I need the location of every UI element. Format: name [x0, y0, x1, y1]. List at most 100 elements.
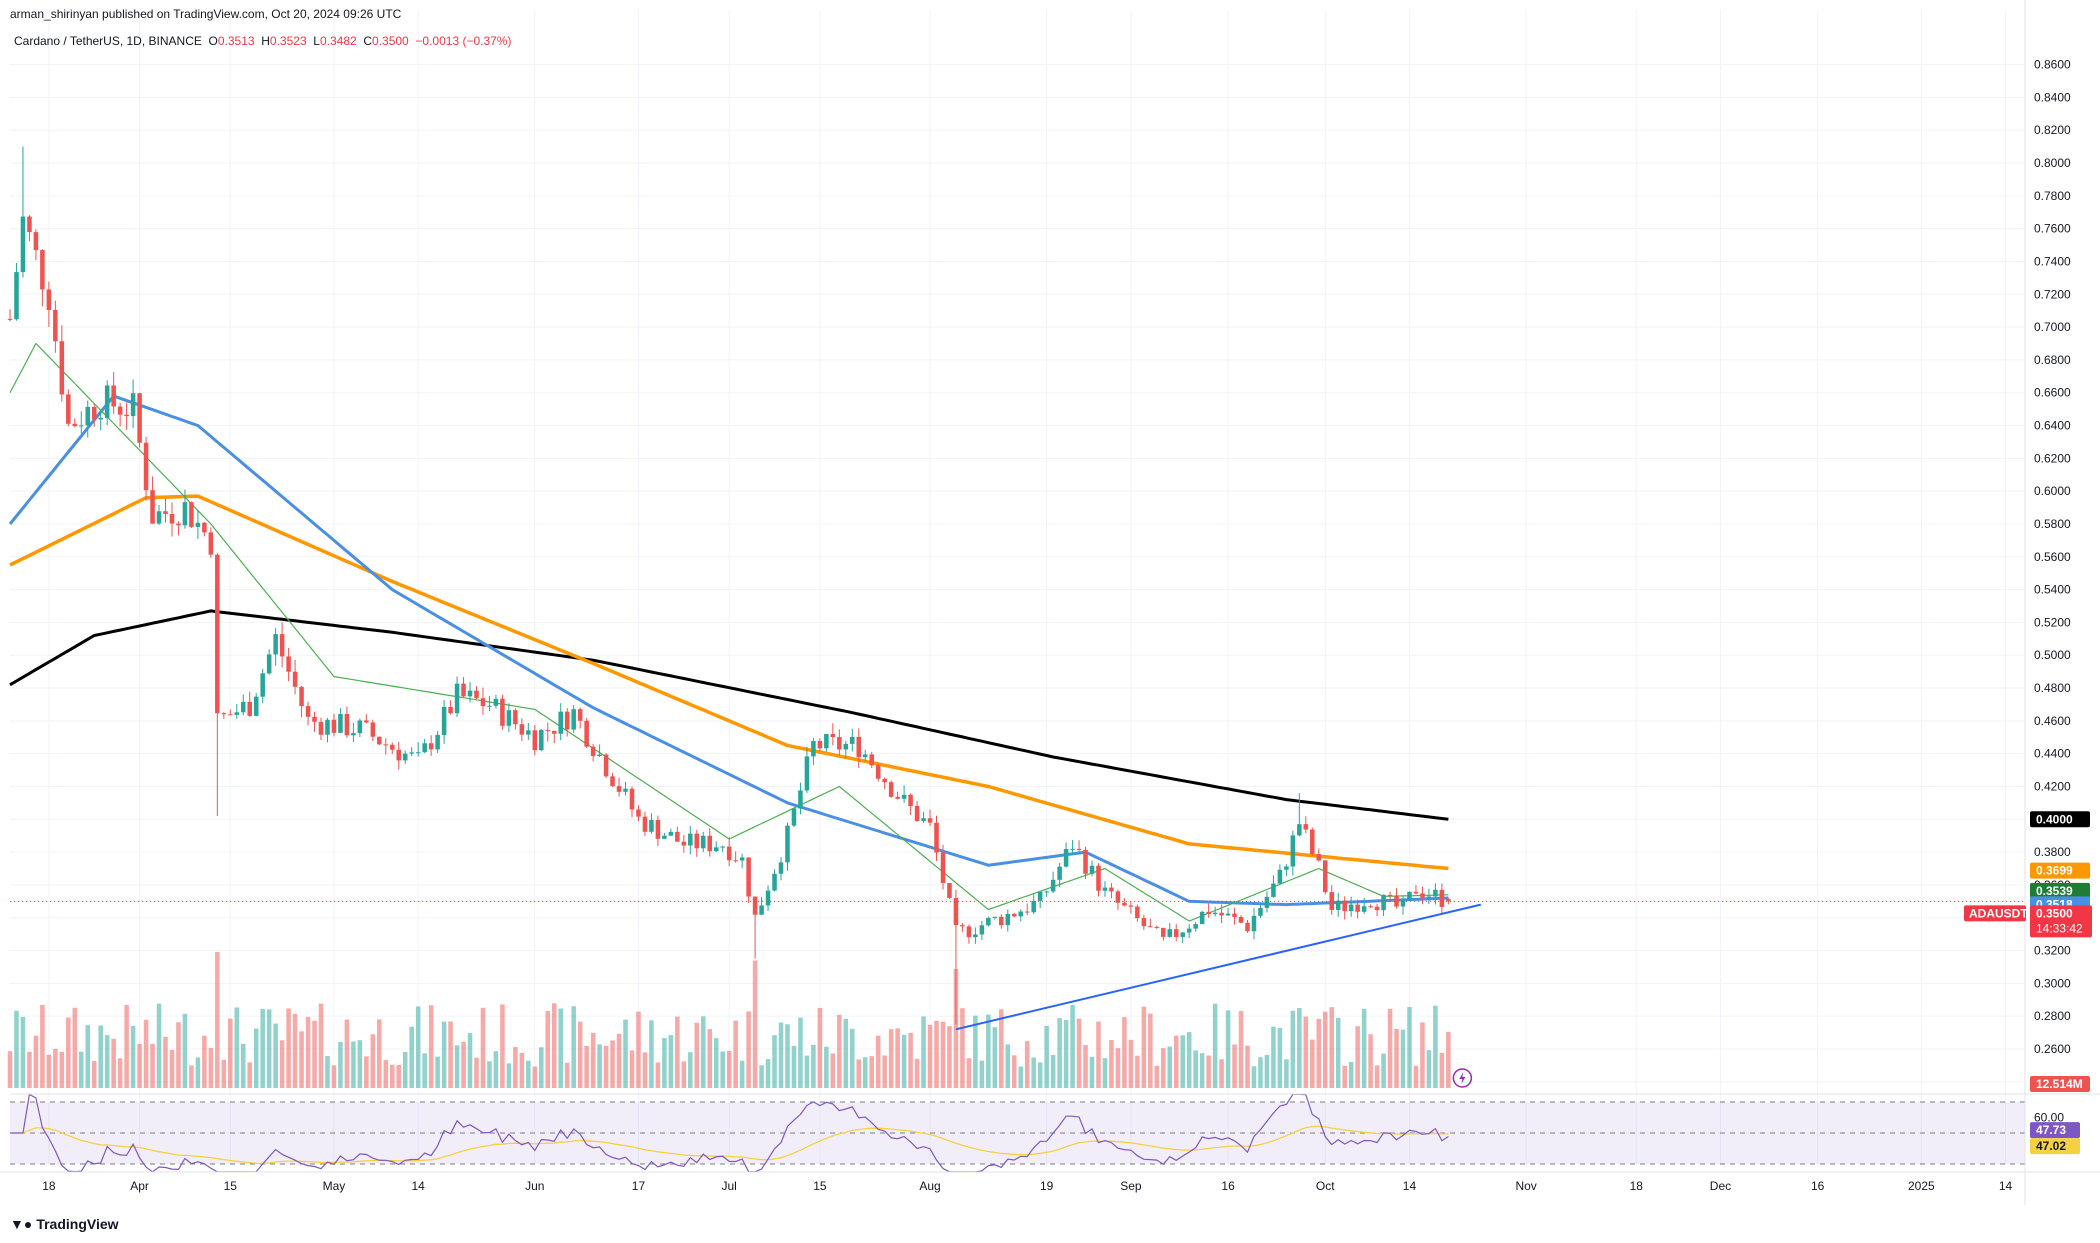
candle-body	[1355, 904, 1360, 912]
volume-bar	[532, 1066, 538, 1088]
volume-bar	[623, 1019, 628, 1088]
volume-bar	[176, 1022, 181, 1088]
candle-body	[551, 730, 557, 734]
candle-body	[234, 712, 240, 715]
candle-body	[798, 790, 803, 809]
price-tick-label: 0.8200	[2034, 123, 2071, 137]
candle-body	[837, 737, 842, 750]
volume-bar	[1348, 1062, 1354, 1088]
volume-bar	[59, 1051, 65, 1088]
volume-bar	[837, 1014, 842, 1088]
volume-bar	[338, 1041, 343, 1088]
tradingview-logo-icon: ▼●	[10, 1216, 33, 1232]
candle-body	[1284, 866, 1289, 870]
volume-bar	[1381, 1053, 1386, 1088]
volume-bar	[474, 1057, 479, 1088]
symbol-name: Cardano / TetherUS, 1D, BINANCE	[14, 34, 202, 48]
candle-body	[746, 857, 751, 897]
time-tick-label: Jul	[722, 1179, 737, 1193]
volume-bar	[454, 1045, 460, 1088]
candle-body	[1089, 865, 1095, 874]
volume-bar	[636, 1011, 641, 1088]
rsi-ma-line	[10, 1125, 1449, 1165]
volume-bar	[1277, 1027, 1283, 1088]
candle-body	[817, 741, 823, 749]
volume-bar	[999, 1009, 1004, 1088]
volume-bar	[817, 1007, 823, 1088]
volume-bar	[1264, 1054, 1270, 1088]
volume-bar	[571, 1006, 576, 1088]
candle-body	[1439, 889, 1445, 907]
candle-body	[389, 744, 395, 750]
candle-body	[668, 831, 674, 836]
candle-body	[1225, 913, 1231, 916]
volume-bar	[875, 1035, 881, 1088]
volume-bar	[662, 1038, 667, 1088]
candle-body	[383, 744, 389, 746]
overlay	[10, 900, 2025, 1088]
volume-bar	[7, 1051, 13, 1088]
candle-body	[1161, 927, 1166, 937]
candle-body	[299, 686, 304, 707]
publisher-line: arman_shirinyan published on TradingView…	[10, 7, 401, 21]
candle-body	[351, 733, 356, 736]
candle-body	[960, 925, 965, 927]
candle-body	[454, 683, 460, 714]
price-tick-label: 0.5800	[2034, 517, 2071, 531]
candle-body	[966, 926, 972, 938]
volume-bar	[1089, 1056, 1095, 1088]
volume-bar	[668, 1035, 674, 1088]
volume-bar	[182, 1013, 188, 1088]
volume-bar	[40, 1004, 45, 1088]
volume-bar	[221, 1059, 227, 1088]
candle-body	[357, 720, 363, 734]
candle-body	[869, 754, 874, 766]
candles	[7, 146, 1451, 1025]
volume-bar	[1439, 1052, 1445, 1088]
candle-body	[79, 425, 84, 427]
candle-body	[1303, 824, 1309, 830]
candle-body	[843, 743, 849, 750]
candle-body	[1070, 848, 1075, 850]
high-value: 0.3523	[269, 34, 307, 48]
candle-body	[415, 752, 421, 754]
volume-bar	[409, 1026, 414, 1088]
volume-bar	[1342, 1065, 1347, 1088]
volume-bar	[202, 1035, 207, 1088]
volume-bar	[914, 1058, 920, 1088]
candle-body	[688, 833, 693, 846]
candle-body	[752, 896, 758, 915]
volume-bar	[389, 1064, 395, 1088]
volume-bar	[1063, 1020, 1069, 1088]
volume-bar	[351, 1041, 356, 1088]
volume-bar	[1446, 1031, 1451, 1088]
candle-body	[1057, 866, 1062, 880]
volume-bar	[422, 1053, 427, 1088]
candle-body	[98, 417, 103, 420]
candle-body	[526, 730, 531, 735]
volume-bar	[111, 1038, 116, 1088]
candle-body	[247, 701, 252, 716]
volume-bar	[558, 1008, 563, 1088]
volume-bar	[1148, 1013, 1153, 1088]
candle-body	[1063, 848, 1069, 867]
candle-body	[474, 690, 479, 699]
volume-bar	[156, 1003, 162, 1088]
candle-body	[539, 730, 544, 751]
price-tick-label: 0.2800	[2034, 1009, 2071, 1023]
candle-body	[143, 442, 149, 491]
volume-bar	[14, 1010, 19, 1088]
volume-bar	[597, 1044, 602, 1088]
volume-bar	[331, 1065, 337, 1088]
volume-bar	[733, 1020, 738, 1088]
candle-body	[500, 698, 505, 726]
candle-body	[636, 809, 641, 817]
volume-bar	[584, 1045, 589, 1088]
volume-bars	[7, 952, 1451, 1088]
candle-body	[189, 502, 194, 527]
candle-body	[1167, 929, 1173, 937]
time-tick-label: Aug	[919, 1179, 940, 1193]
candle-body	[662, 835, 667, 839]
candle-body	[286, 656, 291, 672]
